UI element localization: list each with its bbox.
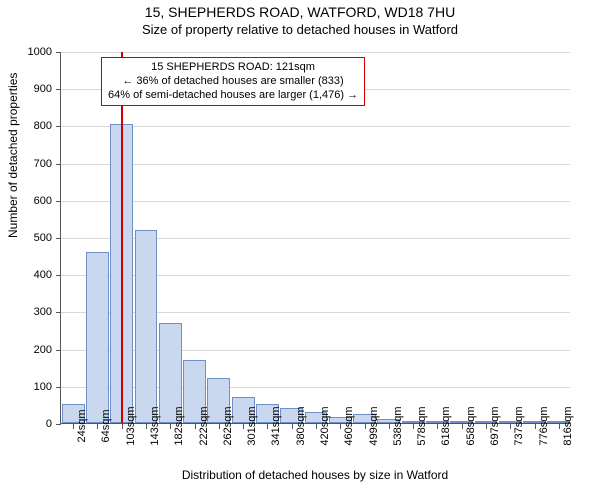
x-tick-label: 578sqm	[416, 406, 428, 445]
y-tick-label: 100	[0, 381, 52, 393]
y-tick-label: 1000	[0, 46, 52, 58]
y-tick-mark	[56, 201, 61, 202]
y-tick-mark	[56, 164, 61, 165]
x-tick-label: 301sqm	[246, 406, 258, 445]
chart-title: 15, SHEPHERDS ROAD, WATFORD, WD18 7HU	[0, 4, 600, 20]
x-tick-label: 737sqm	[513, 406, 525, 445]
annotation-line-3: 64% of semi-detached houses are larger (…	[108, 89, 358, 103]
y-tick-label: 600	[0, 195, 52, 207]
y-tick-mark	[56, 238, 61, 239]
x-tick-label: 658sqm	[465, 406, 477, 445]
gridline	[61, 201, 570, 202]
x-tick-label: 341sqm	[270, 406, 282, 445]
x-tick-label: 222sqm	[198, 406, 210, 445]
y-tick-label: 500	[0, 232, 52, 244]
y-tick-mark	[56, 387, 61, 388]
y-tick-mark	[56, 126, 61, 127]
x-tick-label: 776sqm	[538, 406, 550, 445]
y-tick-mark	[56, 275, 61, 276]
y-tick-mark	[56, 89, 61, 90]
x-tick-label: 460sqm	[343, 406, 355, 445]
annotation-line-1: 15 SHEPHERDS ROAD: 121sqm	[108, 61, 358, 75]
x-tick-label: 618sqm	[440, 406, 452, 445]
y-tick-label: 700	[0, 158, 52, 170]
annotation-box: 15 SHEPHERDS ROAD: 121sqm ← 36% of detac…	[101, 57, 365, 106]
y-ticks: 01002003004005006007008009001000	[0, 52, 56, 424]
x-tick-label: 103sqm	[125, 406, 137, 445]
x-tick-label: 420sqm	[319, 406, 331, 445]
x-tick-label: 262sqm	[222, 406, 234, 445]
x-tick-label: 499sqm	[368, 406, 380, 445]
plot-area	[60, 52, 570, 424]
gridline	[61, 164, 570, 165]
bar	[86, 252, 109, 423]
x-tick-label: 697sqm	[489, 406, 501, 445]
y-tick-mark	[56, 52, 61, 53]
x-tick-label: 182sqm	[173, 406, 185, 445]
y-tick-mark	[56, 312, 61, 313]
chart-subtitle: Size of property relative to detached ho…	[0, 22, 600, 37]
chart-container: 15, SHEPHERDS ROAD, WATFORD, WD18 7HU Si…	[0, 4, 600, 504]
y-tick-mark	[56, 350, 61, 351]
y-tick-label: 800	[0, 120, 52, 132]
gridline	[61, 52, 570, 53]
y-tick-label: 0	[0, 418, 52, 430]
x-tick-label: 538sqm	[392, 406, 404, 445]
annotation-line-2: ← 36% of detached houses are smaller (83…	[108, 75, 358, 89]
bar	[135, 230, 158, 423]
x-axis-label: Distribution of detached houses by size …	[60, 468, 570, 482]
x-ticks: 24sqm64sqm103sqm143sqm182sqm222sqm262sqm…	[60, 424, 570, 470]
marker-line	[121, 52, 123, 423]
gridline	[61, 126, 570, 127]
x-tick-label: 64sqm	[100, 409, 112, 442]
y-tick-label: 900	[0, 83, 52, 95]
y-tick-label: 400	[0, 269, 52, 281]
x-tick-label: 816sqm	[562, 406, 574, 445]
x-tick-label: 143sqm	[149, 406, 161, 445]
y-tick-label: 300	[0, 306, 52, 318]
x-tick-label: 380sqm	[295, 406, 307, 445]
y-tick-label: 200	[0, 344, 52, 356]
x-tick-label: 24sqm	[76, 409, 88, 442]
